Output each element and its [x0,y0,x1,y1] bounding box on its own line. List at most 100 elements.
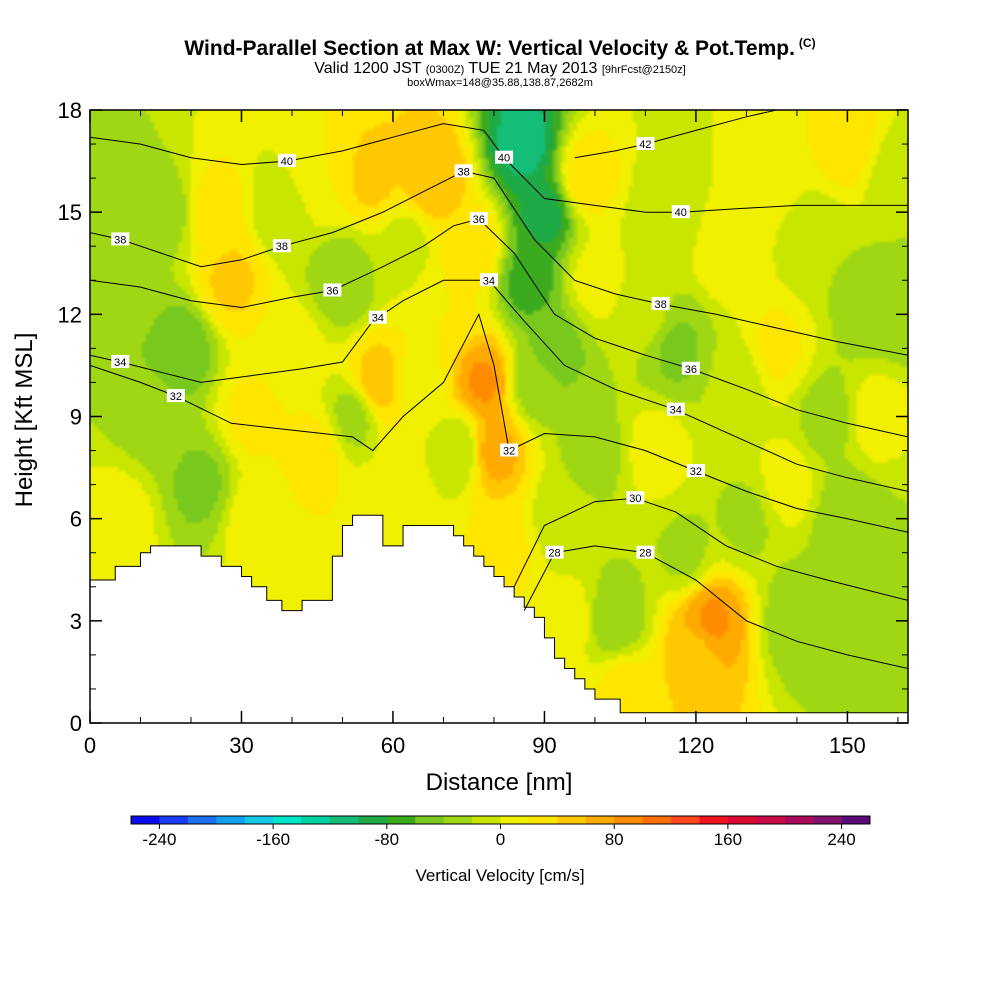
isentrope-label-bg [671,205,690,219]
colorbar-swatch [244,816,274,824]
x-tick-label: 0 [84,733,96,758]
x-tick-label: 30 [229,733,253,758]
isentrope-label: 40 [675,207,687,219]
isentrope-label-bg [323,283,342,297]
chart-subtitle: Valid 1200 JST (0300Z) TUE 21 May 2013 [… [314,60,686,77]
isentrope-label-bg [495,150,514,164]
colorbar-swatch [585,816,615,824]
isentrope-34 [90,279,908,492]
colorbar-swatch [841,816,871,824]
isentrope-label-bg [454,164,473,178]
colorbar-title: Vertical Velocity [cm/s] [415,866,584,885]
isentrope-32 [90,312,908,533]
y-tick-label: 0 [70,711,82,736]
colorbar-swatch [329,816,359,824]
box-info: boxWmax=148@35.88,138.87,2682m [407,77,593,89]
isentrope-label-bg [636,545,655,559]
isentrope-label: 34 [372,313,384,325]
colorbar-swatch [386,816,416,824]
colorbar-swatch [784,816,814,824]
isentrope-label-bg [500,443,519,457]
isentrope-label: 30 [629,493,641,505]
x-tick-label: 90 [532,733,556,758]
colorbar-swatch [699,816,729,824]
colorbar-tick-label: -240 [142,830,176,849]
x-tick-label: 120 [678,733,715,758]
isentrope-label: 36 [473,214,485,226]
colorbar-swatch [415,816,445,824]
y-tick-label: 12 [58,302,82,327]
isentrope-label-bg [111,232,130,246]
colorbar-swatch [528,816,558,824]
y-tick-label: 9 [70,405,82,430]
colorbar-tick-label: 0 [496,830,505,849]
isentrope-label-bg [469,211,488,225]
x-axis-title: Distance [nm] [426,769,573,796]
isentrope-label-bg [666,402,685,416]
isentrope-label: 38 [654,299,666,311]
isentrope-label: 34 [670,405,682,417]
colorbar-swatch [358,816,388,824]
isentrope-30 [513,497,908,601]
isentrope-label-bg [651,297,670,311]
colorbar-swatch [159,816,189,824]
chart-title: Wind-Parallel Section at Max W: Vertical… [184,36,816,60]
isentrope-label: 38 [276,241,288,253]
isentrope-42 [574,110,777,159]
y-tick-label: 6 [70,507,82,532]
isentrope-label-bg [479,273,498,287]
colorbar-swatch [301,816,331,824]
colorbar-swatch [642,816,672,824]
colorbar-tick-label: 80 [605,830,624,849]
colorbar-swatch [813,816,843,824]
isentrope-label: 28 [548,548,560,560]
isentrope-28 [523,545,908,669]
isentrope-label-bg [368,310,387,324]
colorbar-swatch [443,816,473,824]
isentrope-label-bg [686,463,705,477]
terrain-profile [89,514,909,724]
isentrope-label: 28 [639,548,651,560]
isentrope-label: 36 [685,364,697,376]
isentrope-label: 40 [498,153,510,165]
x-tick-label: 60 [381,733,405,758]
colorbar-swatch [614,816,644,824]
isentrope-label: 34 [114,357,126,369]
isentrope-label: 32 [503,446,515,458]
colorbar-swatch [756,816,786,824]
colorbar-tick-label: -160 [256,830,290,849]
isentrope-label: 32 [170,391,182,403]
colorbar-swatch [557,816,587,824]
colorbar-swatch [472,816,501,824]
y-axis-title: Height [Kft MSL] [11,333,38,508]
isentrope-label: 34 [483,275,495,287]
colorbar-tick-label: -80 [375,830,400,849]
colorbar-swatch [216,816,246,824]
isentrope-label-bg [277,154,296,168]
isentrope-40 [90,123,908,213]
isentrope-labels: 28 28 30 32 32 32 34 34 34 34 36 36 36 38 38 38 38 40 40 40… [111,137,705,560]
isentrope-label: 36 [326,285,338,297]
isentrope-label-bg [272,239,291,253]
colorbar-swatch [187,816,217,824]
isentrope-label: 40 [281,156,293,168]
x-tick-label: 150 [829,733,866,758]
isentrope-label-bg [681,361,700,375]
colorbar-tick-label: 240 [827,830,855,849]
y-tick-label: 3 [70,609,82,634]
colorbar-swatch [671,816,700,824]
colorbar-tick-label: 160 [714,830,742,849]
terrain [89,514,909,724]
isentrope-label-bg [111,355,130,369]
colorbar: -240 -160 -80 0 80 160 240 [130,815,871,849]
y-tick-label: 15 [58,200,82,225]
isentrope-label-bg [166,389,185,403]
isentrope-label: 38 [458,166,470,178]
colorbar-swatch [273,816,303,824]
isentrope-label: 32 [690,466,702,478]
y-tick-label: 18 [58,98,82,123]
isentrope-label: 38 [114,234,126,246]
isentrope-label-bg [636,137,655,151]
